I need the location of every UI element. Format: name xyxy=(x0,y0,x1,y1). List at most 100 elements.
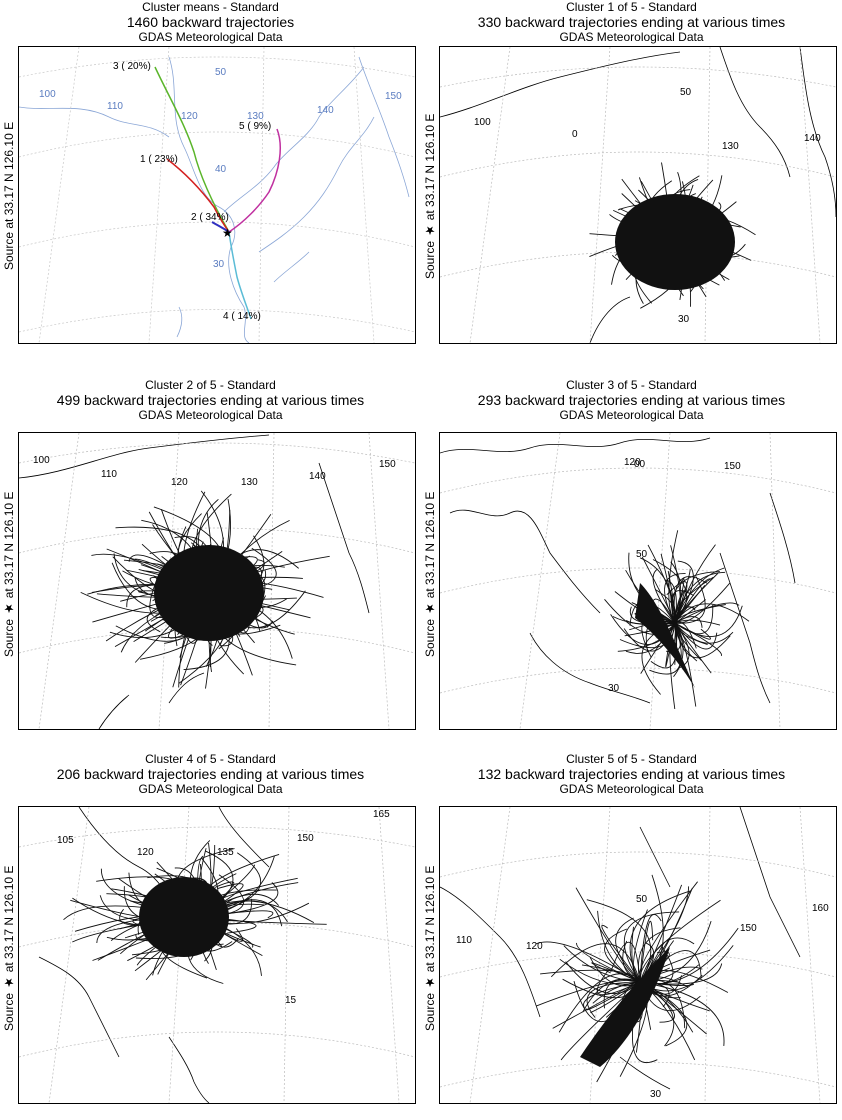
trajectory-line xyxy=(575,887,641,983)
trajectory-line xyxy=(615,917,641,983)
trajectory-line xyxy=(674,571,726,624)
graticule xyxy=(440,47,836,343)
grid-label: 30 xyxy=(213,259,225,270)
trajectory-line xyxy=(671,571,720,624)
coastlines xyxy=(440,437,796,704)
grid-label: 120 xyxy=(526,941,543,952)
map-canvas: 120 150 50 30 00 xyxy=(440,433,836,729)
trajectory-density xyxy=(154,545,264,641)
trajectory-line xyxy=(632,909,648,983)
grid-label: 100 xyxy=(474,117,491,128)
trajectory-line xyxy=(674,604,714,635)
trajectory-line xyxy=(629,890,691,983)
grid-label: 140 xyxy=(309,471,326,482)
panel-data-source: GDAS Meteorological Data xyxy=(138,408,283,422)
grid-label: 150 xyxy=(740,923,757,934)
panel-subtitle: 293 backward trajectories ending at vari… xyxy=(477,392,786,408)
map-cluster-1: 100 50 130 140 30 0 xyxy=(439,46,837,344)
map-canvas: 100 110 120 130 140 150 xyxy=(19,433,415,729)
grid-label: 140 xyxy=(804,133,821,144)
coastlines xyxy=(19,56,410,343)
coastlines xyxy=(440,47,836,343)
trajectory-line xyxy=(665,622,676,668)
grid-label: 50 xyxy=(636,894,648,905)
grid-label: 150 xyxy=(724,461,741,472)
source-star-icon: ★ xyxy=(222,226,233,240)
trajectory-line xyxy=(674,622,731,659)
trajectory-line xyxy=(586,981,641,1018)
trajectory-line xyxy=(674,603,750,624)
cluster-label: 3 ( 20%) xyxy=(113,61,151,72)
trajectory-density xyxy=(635,583,695,688)
graticule xyxy=(19,47,415,343)
trajectory-line xyxy=(649,622,682,675)
grid-label: 50 xyxy=(636,549,648,560)
panel-data-source: GDAS Meteorological Data xyxy=(138,30,283,44)
trajectory-line xyxy=(639,981,688,1047)
trajectory-line xyxy=(604,928,641,983)
panel-subtitle: 330 backward trajectories ending at vari… xyxy=(477,14,786,30)
panel-titles: Cluster 3 of 5 - Standard 293 backward t… xyxy=(421,378,842,422)
trajectory-line xyxy=(596,970,641,996)
cluster-4-path xyxy=(228,231,252,320)
panel-title: Cluster 2 of 5 - Standard xyxy=(145,378,276,392)
grid-label: 50 xyxy=(680,87,692,98)
grid-label: 15 xyxy=(285,995,297,1006)
trajectory-line xyxy=(622,940,641,983)
trajectory-line xyxy=(674,622,711,640)
panel-subtitle: 132 backward trajectories ending at vari… xyxy=(477,766,786,782)
panel-titles: Cluster 5 of 5 - Standard 132 backward t… xyxy=(421,752,842,796)
grid-label: 130 xyxy=(241,477,258,488)
trajectory-line xyxy=(674,602,740,624)
panel-cluster-2: Cluster 2 of 5 - Standard 499 backward t… xyxy=(0,378,421,746)
source-label: Source ★ at 33.17 N 126.10 E xyxy=(2,491,16,657)
cluster-2-path xyxy=(211,221,230,233)
trajectory-line xyxy=(560,981,641,1061)
map-cluster-2: 100 110 120 130 140 150 xyxy=(18,432,416,730)
cluster-1-path xyxy=(166,158,230,233)
cluster-3-path xyxy=(154,66,230,233)
map-cluster-5: 110 120 50 150 160 30 xyxy=(439,806,837,1104)
trajectory-line xyxy=(592,981,641,1004)
trajectory-line xyxy=(652,568,676,624)
grid-label: 160 xyxy=(812,903,829,914)
panel-data-source: GDAS Meteorological Data xyxy=(138,782,283,796)
grid-label: 30 xyxy=(678,314,690,325)
panel-data-source: GDAS Meteorological Data xyxy=(559,782,704,796)
trajectory-line xyxy=(674,622,734,644)
panel-subtitle: 206 backward trajectories ending at vari… xyxy=(56,766,365,782)
panel-subtitle: 499 backward trajectories ending at vari… xyxy=(56,392,365,408)
grid-label: 105 xyxy=(57,835,74,846)
cluster-label: 5 ( 9%) xyxy=(239,121,271,132)
trajectory-line xyxy=(559,958,641,985)
grid-label: 150 xyxy=(385,91,402,102)
grid-label: 165 xyxy=(373,809,390,820)
trajectory-density xyxy=(139,877,229,957)
trajectory-line xyxy=(639,557,676,624)
grid-label: 140 xyxy=(317,105,334,116)
grid-label: 120 xyxy=(137,847,154,858)
grid-label: 100 xyxy=(33,455,50,466)
grid-label: 130 xyxy=(247,111,264,122)
trajectory-line xyxy=(563,945,641,983)
trajectory-density xyxy=(615,194,735,290)
trajectory-line xyxy=(585,981,641,1011)
panel-data-source: GDAS Meteorological Data xyxy=(559,408,704,422)
panel-title: Cluster means - Standard xyxy=(142,0,279,14)
cluster-label: 4 ( 14%) xyxy=(223,311,261,322)
source-label: Source ★ at 33.17 N 126.10 E xyxy=(423,865,437,1031)
cluster-5-path xyxy=(228,128,282,233)
panel-cluster-means: Cluster means - Standard 1460 backward t… xyxy=(0,0,421,368)
trajectory-line xyxy=(639,981,725,1046)
grid-label: 40 xyxy=(215,164,227,175)
map-canvas: 100 110 120 130 140 150 50 40 30 ★ 3 ( 2… xyxy=(19,47,415,343)
source-label: Source ★ at 33.17 N 126.10 E xyxy=(423,491,437,657)
grid-label: 135 xyxy=(217,847,234,858)
grid-label: 00 xyxy=(634,459,646,470)
trajectory-line xyxy=(639,899,721,983)
panel-title: Cluster 5 of 5 - Standard xyxy=(566,752,697,766)
grid-label: 120 xyxy=(181,111,198,122)
panel-cluster-4: Cluster 4 of 5 - Standard 206 backward t… xyxy=(0,752,421,1120)
trajectory-line xyxy=(674,582,731,624)
panel-titles: Cluster 1 of 5 - Standard 330 backward t… xyxy=(421,0,842,44)
